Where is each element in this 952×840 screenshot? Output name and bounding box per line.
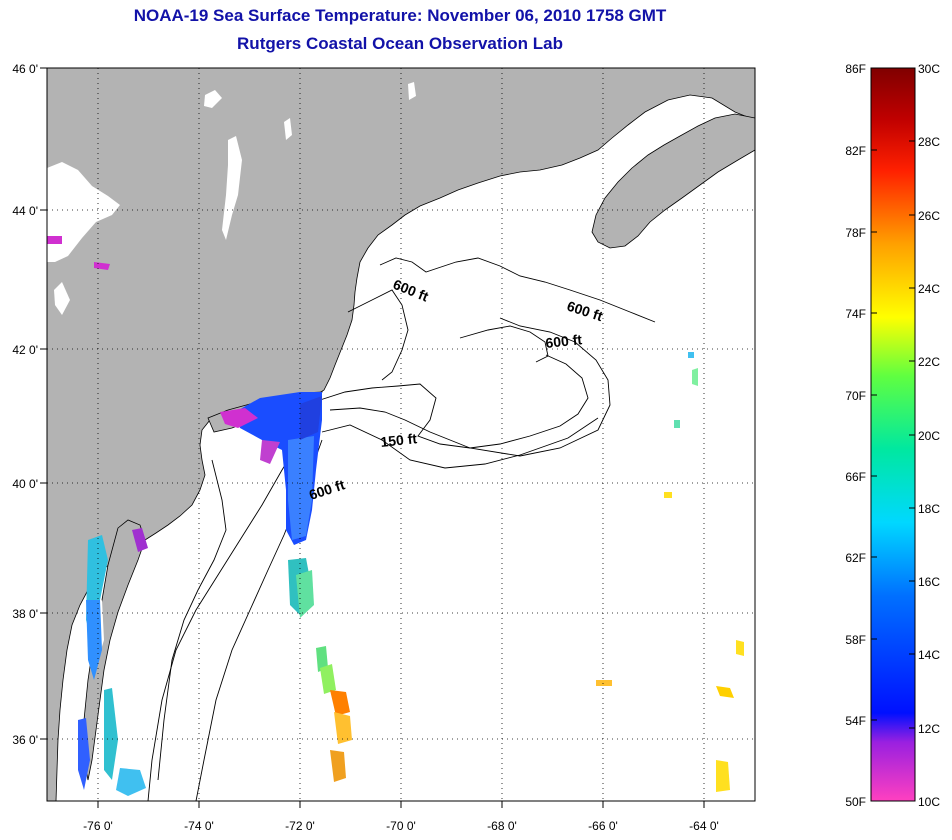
lat-lon-grid xyxy=(47,68,755,801)
colorbar-f-54: 54F xyxy=(845,714,866,728)
lon-label-72: -72 0' xyxy=(285,819,315,833)
colorbar-c-26: 26C xyxy=(918,209,940,223)
map-ticks xyxy=(40,67,705,808)
colorbar-c-20: 20C xyxy=(918,429,940,443)
lat-label-44: 44 0' xyxy=(12,204,38,218)
colorbar-f-50: 50F xyxy=(845,795,866,809)
colorbar-fahrenheit-ticks xyxy=(871,67,877,802)
colorbar-f-58: 58F xyxy=(845,633,866,647)
colorbar-c-10: 10C xyxy=(918,795,940,809)
temperature-colorbar xyxy=(870,67,916,802)
inland-lakes xyxy=(47,82,416,790)
lat-label-42: 42 0' xyxy=(12,343,38,357)
colorbar-f-70: 70F xyxy=(845,389,866,403)
colorbar-f-74: 74F xyxy=(845,307,866,321)
colorbar-f-66: 66F xyxy=(845,470,866,484)
contour-label-150ft: 150 ft xyxy=(380,430,418,450)
nova-scotia-land xyxy=(591,113,755,249)
colorbar-c-16: 16C xyxy=(918,575,940,589)
colorbar-c-18: 18C xyxy=(918,502,940,516)
lon-label-64: -64 0' xyxy=(689,819,719,833)
colorbar-c-12: 12C xyxy=(918,722,940,736)
sst-data-overlay xyxy=(47,236,744,796)
lon-label-76: -76 0' xyxy=(83,819,113,833)
colorbar-f-62: 62F xyxy=(845,551,866,565)
colorbar-celsius-ticks xyxy=(909,67,915,802)
lon-label-70: -70 0' xyxy=(386,819,416,833)
lat-label-40: 40 0' xyxy=(12,477,38,491)
colorbar-c-28: 28C xyxy=(918,135,940,149)
map-subtitle: Rutgers Coastal Ocean Observation Lab xyxy=(237,34,563,53)
contour-label-600ft-c: 600 ft xyxy=(545,331,583,351)
lon-label-66: -66 0' xyxy=(588,819,618,833)
colorbar-f-78: 78F xyxy=(845,226,866,240)
lat-label-46: 46 0' xyxy=(12,62,38,76)
lat-label-38: 38 0' xyxy=(12,607,38,621)
colorbar-c-24: 24C xyxy=(918,282,940,296)
colorbar-f-86: 86F xyxy=(845,62,866,76)
colorbar-f-82: 82F xyxy=(845,144,866,158)
lon-label-68: -68 0' xyxy=(487,819,517,833)
lat-label-36: 36 0' xyxy=(12,733,38,747)
lon-label-74: -74 0' xyxy=(184,819,214,833)
colorbar-c-22: 22C xyxy=(918,355,940,369)
map-title: NOAA-19 Sea Surface Temperature: Novembe… xyxy=(133,6,667,25)
colorbar-c-14: 14C xyxy=(918,648,940,662)
colorbar-c-30: 30C xyxy=(918,62,940,76)
